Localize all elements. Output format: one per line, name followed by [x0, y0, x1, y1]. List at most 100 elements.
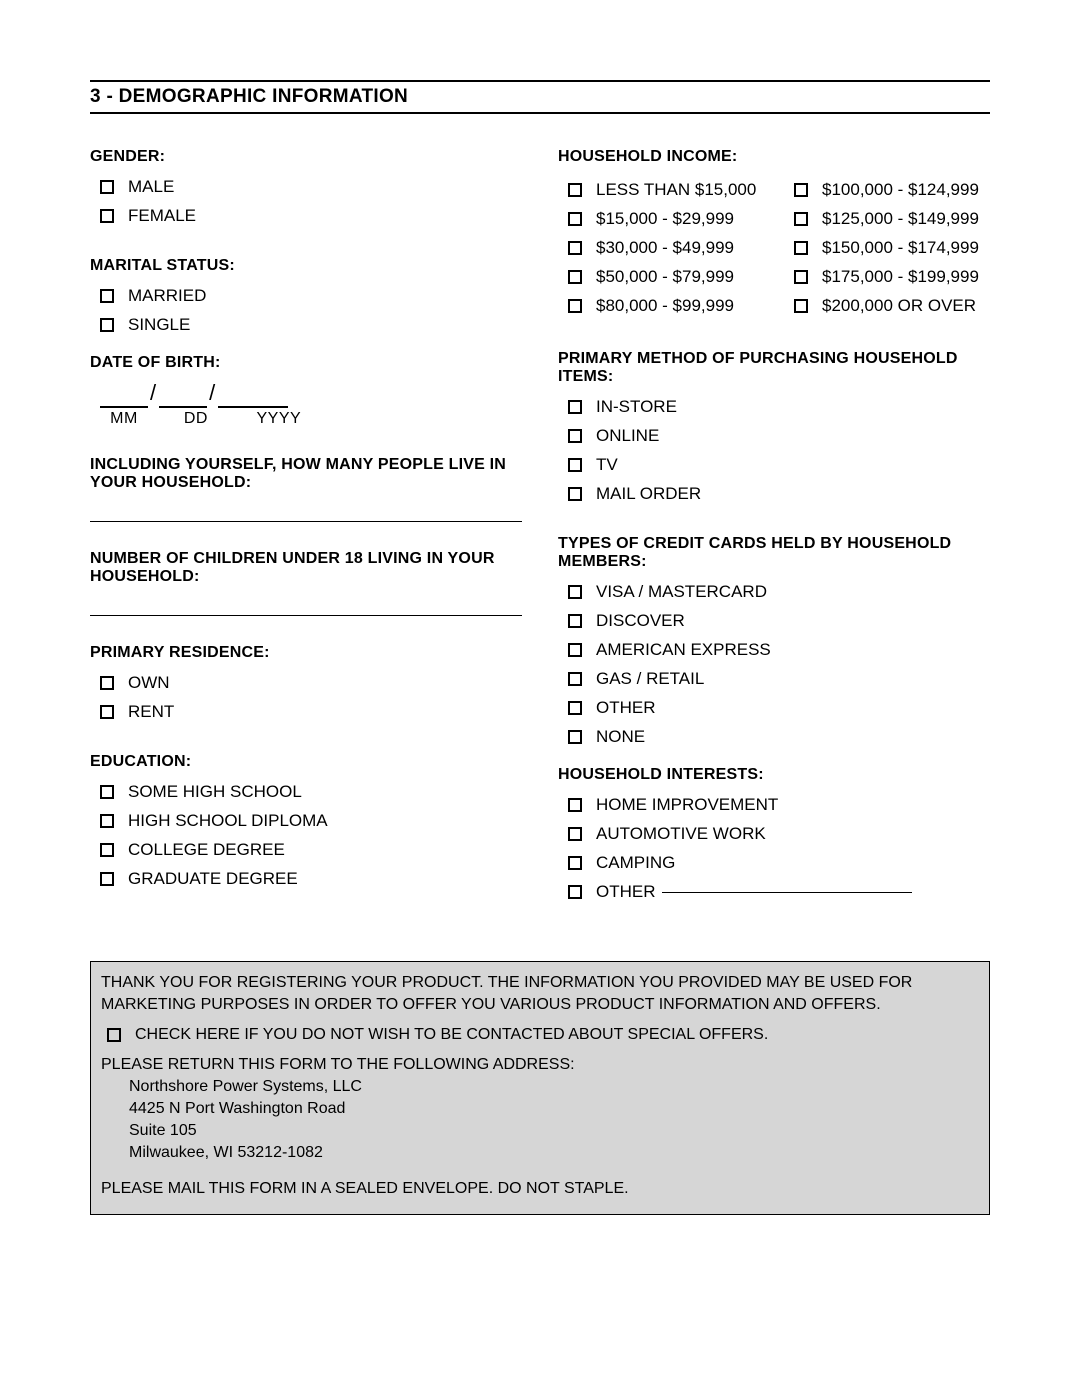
residence-option-own[interactable]: OWN: [100, 670, 522, 696]
income-option[interactable]: $50,000 - $79,999: [568, 264, 764, 290]
income-option[interactable]: $30,000 - $49,999: [568, 235, 764, 261]
checkbox-icon[interactable]: [568, 458, 582, 472]
interests-option[interactable]: CAMPING: [568, 850, 990, 876]
checkbox-icon[interactable]: [568, 643, 582, 657]
checkbox-icon[interactable]: [568, 672, 582, 686]
checkbox-icon[interactable]: [100, 785, 114, 799]
income-option[interactable]: $100,000 - $124,999: [794, 177, 990, 203]
dob-mm-field[interactable]: [100, 380, 148, 408]
checkbox-icon[interactable]: [568, 400, 582, 414]
checkbox-icon[interactable]: [568, 270, 582, 284]
children-field[interactable]: [90, 594, 522, 616]
option-label: $200,000 OR OVER: [822, 293, 976, 319]
income-option[interactable]: $80,000 - $99,999: [568, 293, 764, 319]
interests-option-other[interactable]: OTHER: [568, 879, 990, 905]
checkbox-icon[interactable]: [568, 585, 582, 599]
checkbox-icon[interactable]: [794, 299, 808, 313]
income-option[interactable]: $200,000 OR OVER: [794, 293, 990, 319]
option-label: CAMPING: [596, 850, 675, 876]
checkbox-icon[interactable]: [100, 180, 114, 194]
interests-option[interactable]: HOME IMPROVEMENT: [568, 792, 990, 818]
dob-block: DATE OF BIRTH: / / MM DD YYYY: [90, 354, 522, 428]
checkbox-icon[interactable]: [568, 299, 582, 313]
dob-dd-field[interactable]: [159, 380, 207, 408]
purchase-option[interactable]: IN-STORE: [568, 394, 990, 420]
option-label: MALE: [128, 174, 174, 200]
purchase-option[interactable]: TV: [568, 452, 990, 478]
interests-option[interactable]: AUTOMOTIVE WORK: [568, 821, 990, 847]
section-title: 3 - DEMOGRAPHIC INFORMATION: [90, 86, 990, 114]
purchase-option[interactable]: ONLINE: [568, 423, 990, 449]
income-option[interactable]: $150,000 - $174,999: [794, 235, 990, 261]
cards-option[interactable]: GAS / RETAIL: [568, 666, 990, 692]
checkbox-icon[interactable]: [100, 843, 114, 857]
checkbox-icon[interactable]: [100, 814, 114, 828]
address-line: Northshore Power Systems, LLC: [129, 1076, 979, 1098]
checkbox-icon[interactable]: [568, 183, 582, 197]
residence-option-rent[interactable]: RENT: [100, 699, 522, 725]
income-grid: LESS THAN $15,000 $15,000 - $29,999 $30,…: [558, 174, 990, 322]
cards-option[interactable]: AMERICAN EXPRESS: [568, 637, 990, 663]
checkbox-icon[interactable]: [568, 730, 582, 744]
checkbox-icon[interactable]: [568, 798, 582, 812]
checkbox-icon[interactable]: [100, 705, 114, 719]
dob-input-line[interactable]: / /: [100, 380, 522, 408]
checkbox-icon[interactable]: [794, 212, 808, 226]
option-label: MAIL ORDER: [596, 481, 701, 507]
checkbox-icon[interactable]: [568, 827, 582, 841]
income-option[interactable]: $15,000 - $29,999: [568, 206, 764, 232]
cards-option[interactable]: NONE: [568, 724, 990, 750]
checkbox-icon[interactable]: [794, 270, 808, 284]
checkbox-icon[interactable]: [100, 318, 114, 332]
income-option[interactable]: LESS THAN $15,000: [568, 177, 764, 203]
education-option[interactable]: HIGH SCHOOL DIPLOMA: [100, 808, 522, 834]
education-option[interactable]: COLLEGE DEGREE: [100, 837, 522, 863]
checkbox-icon[interactable]: [568, 487, 582, 501]
dob-yyyy-field[interactable]: [218, 380, 288, 408]
checkbox-icon[interactable]: [107, 1028, 121, 1042]
education-option[interactable]: SOME HIGH SCHOOL: [100, 779, 522, 805]
address-line: Suite 105: [129, 1120, 979, 1142]
education-option[interactable]: GRADUATE DEGREE: [100, 866, 522, 892]
left-column: GENDER: MALE FEMALE MARITAL STATUS: MARR…: [90, 148, 522, 933]
marital-option-married[interactable]: MARRIED: [100, 283, 522, 309]
gender-option-female[interactable]: FEMALE: [100, 203, 522, 229]
household-count-field[interactable]: [90, 500, 522, 522]
residence-block: PRIMARY RESIDENCE: OWN RENT: [90, 644, 522, 725]
checkbox-icon[interactable]: [794, 241, 808, 255]
checkbox-icon[interactable]: [794, 183, 808, 197]
gender-option-male[interactable]: MALE: [100, 174, 522, 200]
income-option[interactable]: $175,000 - $199,999: [794, 264, 990, 290]
option-label: AMERICAN EXPRESS: [596, 637, 771, 663]
checkbox-icon[interactable]: [568, 614, 582, 628]
option-label: MARRIED: [128, 283, 206, 309]
checkbox-icon[interactable]: [568, 241, 582, 255]
cards-option[interactable]: DISCOVER: [568, 608, 990, 634]
checkbox-icon[interactable]: [100, 676, 114, 690]
checkbox-icon[interactable]: [568, 212, 582, 226]
optout-row[interactable]: CHECK HERE IF YOU DO NOT WISH TO BE CONT…: [107, 1022, 979, 1048]
income-option[interactable]: $125,000 - $149,999: [794, 206, 990, 232]
address-line: Milwaukee, WI 53212-1082: [129, 1142, 979, 1164]
cards-option[interactable]: VISA / MASTERCARD: [568, 579, 990, 605]
checkbox-icon[interactable]: [568, 429, 582, 443]
marital-option-single[interactable]: SINGLE: [100, 312, 522, 338]
dob-yyyy-label: YYYY: [244, 410, 314, 428]
interests-other-field[interactable]: [662, 892, 912, 893]
gender-label: GENDER:: [90, 148, 522, 166]
option-label: RENT: [128, 699, 174, 725]
checkbox-icon[interactable]: [100, 872, 114, 886]
checkbox-icon[interactable]: [568, 885, 582, 899]
purchase-option[interactable]: MAIL ORDER: [568, 481, 990, 507]
household-count-block: INCLUDING YOURSELF, HOW MANY PEOPLE LIVE…: [90, 456, 522, 522]
cards-option[interactable]: OTHER: [568, 695, 990, 721]
checkbox-icon[interactable]: [568, 856, 582, 870]
cards-block: TYPES OF CREDIT CARDS HELD BY HOUSEHOLD …: [558, 535, 990, 750]
checkbox-icon[interactable]: [568, 701, 582, 715]
checkbox-icon[interactable]: [100, 289, 114, 303]
optout-label: CHECK HERE IF YOU DO NOT WISH TO BE CONT…: [135, 1022, 768, 1048]
option-label: GRADUATE DEGREE: [128, 866, 298, 892]
children-block: NUMBER OF CHILDREN UNDER 18 LIVING IN YO…: [90, 550, 522, 616]
checkbox-icon[interactable]: [100, 209, 114, 223]
option-label: $175,000 - $199,999: [822, 264, 979, 290]
